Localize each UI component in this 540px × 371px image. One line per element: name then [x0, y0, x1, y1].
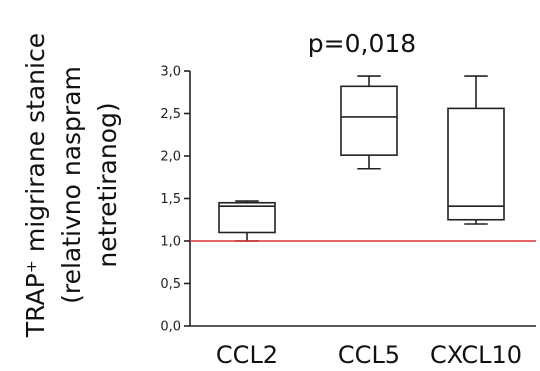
x-category-label: CCL5	[338, 341, 400, 369]
y-axis-label: TRAP⁺ migrirane stanice (relativno naspr…	[21, 33, 122, 338]
y-tick-label: 2,5	[160, 107, 181, 122]
boxes-group	[218, 75, 505, 242]
y-tick-label: 1,0	[160, 235, 181, 250]
x-category-label: CXCL10	[430, 341, 522, 369]
x-axis: CCL2 CCL5 CXCL10	[190, 325, 536, 369]
y-tick-label: 0,0	[160, 320, 181, 335]
y-axis-label-line-3: netretiranog)	[93, 102, 122, 267]
box-iqr	[447, 107, 505, 221]
p-value-annotation: p=0,018	[308, 29, 416, 58]
y-tick-label: 3,0	[160, 65, 181, 80]
y-tick-label: 1,5	[160, 192, 181, 207]
y-tick-label: 0,5	[160, 277, 181, 292]
y-axis: 0,0 0,5 1,0 1,5 2,0 2,5 3,0	[160, 65, 191, 335]
y-axis-label-line-2: (relativno naspram	[57, 66, 86, 304]
box-iqr	[340, 85, 398, 156]
box-iqr	[218, 201, 276, 234]
y-tick-label: 2,0	[160, 150, 181, 165]
y-axis-label-line-1: TRAP⁺ migrirane stanice	[21, 33, 50, 338]
box-ccl2	[218, 200, 276, 242]
x-category-label: CCL2	[216, 341, 278, 369]
box-cxcl10	[447, 75, 505, 225]
box-ccl5	[340, 75, 398, 170]
